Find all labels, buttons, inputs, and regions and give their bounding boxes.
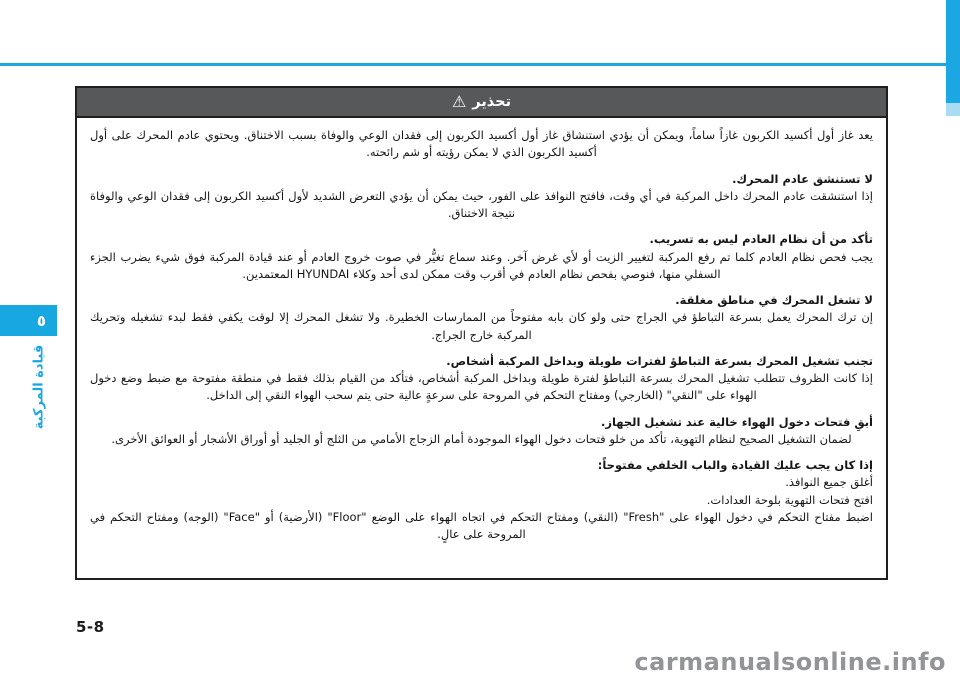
- section-heading: تجنب تشغيل المحرك بسرعة التباطؤ لفترات ط…: [446, 353, 873, 368]
- warning-header: ⚠ تحذير: [77, 88, 886, 118]
- drive-open-item: أغلق جميع النوافذ.: [785, 475, 873, 490]
- section-heading: إذا كان يجب عليك القيادة والباب الخلفي م…: [597, 458, 873, 472]
- warning-section-no-inhale: لا تستنشق عادم المحرك. إذا استنشقت عادم …: [90, 171, 873, 223]
- warning-intro-text: يعد غاز أول أكسيد الكربون غازاً ساماً، و…: [90, 128, 873, 160]
- section-heading: لا تشغل المحرك في مناطق مغلقة.: [675, 293, 873, 307]
- page-number: 5-8: [76, 618, 105, 636]
- warning-title: تحذير: [472, 94, 512, 110]
- section-body: إذا كانت الظروف تتطلب تشغيل المحرك بسرعة…: [90, 371, 873, 403]
- warning-box: ⚠ تحذير يعد غاز أول أكسيد الكربون غازاً …: [75, 86, 888, 580]
- section-body: إذا استنشقت عادم المحرك داخل المركبة في …: [90, 188, 873, 220]
- chapter-side-label: قيادة المركبة: [31, 344, 47, 430]
- right-edge-accent-bar: [946, 0, 960, 103]
- drive-open-item: اضبط مفتاح التحكم في دخول الهواء على "Fr…: [90, 509, 873, 541]
- chapter-tab: ٥: [0, 305, 57, 336]
- top-accent-rule: [0, 63, 946, 66]
- section-body: يجب فحص نظام العادم كلما تم رفع المركبة …: [90, 249, 873, 281]
- warning-section-drive-open: إذا كان يجب عليك القيادة والباب الخلفي م…: [90, 457, 873, 543]
- right-edge-accent-bar-fade: [946, 103, 960, 116]
- warning-section-exhaust-leaks: تأكد من أن نظام العادم ليس به تسريب. يجب…: [90, 231, 873, 283]
- warning-section-enclosed-areas: لا تشغل المحرك في مناطق مغلقة. إن ترك ال…: [90, 292, 873, 344]
- warning-section-air-inlets: أبقِ فتحات دخول الهواء خالية عند تشغيل ا…: [90, 414, 873, 449]
- warning-triangle-icon: ⚠: [451, 92, 467, 111]
- warning-body: يعد غاز أول أكسيد الكربون غازاً ساماً، و…: [77, 118, 886, 543]
- section-body: إن ترك المحرك يعمل بسرعة التباطؤ في الجر…: [90, 310, 873, 342]
- watermark-text: carmanualsonline.info: [634, 648, 946, 676]
- section-body: لضمان التشغيل الصحيح لنظام التهوية، تأكد…: [111, 431, 852, 446]
- chapter-tab-digit: ٥: [36, 311, 46, 330]
- warning-intro-section: يعد غاز أول أكسيد الكربون غازاً ساماً، و…: [90, 127, 873, 162]
- drive-open-item: افتح فتحات التهوية بلوحة العدادات.: [706, 492, 873, 507]
- section-heading: تأكد من أن نظام العادم ليس به تسريب.: [649, 232, 873, 247]
- warning-section-idling: تجنب تشغيل المحرك بسرعة التباطؤ لفترات ط…: [90, 353, 873, 405]
- section-heading: أبقِ فتحات دخول الهواء خالية عند تشغيل ا…: [600, 414, 873, 429]
- section-heading: لا تستنشق عادم المحرك.: [732, 171, 873, 186]
